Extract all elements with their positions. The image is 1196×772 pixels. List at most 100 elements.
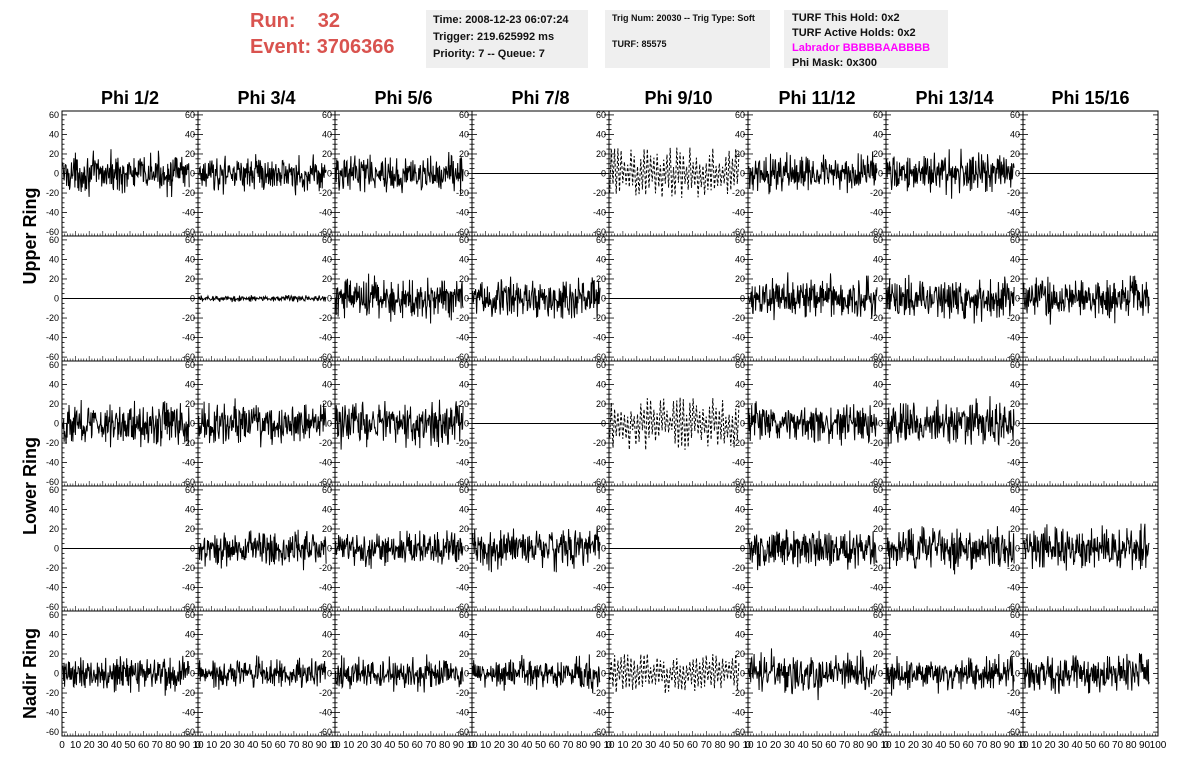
trigger-info-box: Trig Num: 20030 -- Trig Type: Soft TURF:… [605,10,770,68]
x-tick-label: 90 [179,740,191,751]
column-header-6: Phi 11/12 [778,88,855,108]
y-tick-label: 60 [49,110,59,120]
panel-r2-c2: 60 40 20 0 -20 -40 -60 [182,235,336,362]
y-tick-label: -40 [319,708,332,718]
y-tick-label: 40 [49,379,59,389]
y-tick-label: 0 [54,419,59,429]
y-tick-label: 60 [49,235,59,245]
y-tick-label: 20 [185,399,195,409]
y-tick-label: 20 [1010,649,1020,659]
panel-r3-c1: 60 40 20 0 -20 -40 -60 [46,360,199,487]
y-tick-label: 60 [596,110,606,120]
y-tick-label: 20 [49,274,59,284]
y-tick-label: -40 [1007,708,1020,718]
waveform-trace [198,154,327,196]
column-header-2: Phi 3/4 [237,88,295,108]
ring-label-3: Nadir Ring [20,628,40,719]
y-tick-label: -20 [319,688,332,698]
waveform-trace [472,276,601,319]
y-tick-label: -60 [182,227,195,237]
x-tick-label: 50 [535,740,547,751]
y-tick-label: -40 [870,708,883,718]
panel-r5-c4: 60 40 20 0 -20 -40 -60 [456,610,610,737]
y-tick-label: -60 [732,352,745,362]
y-tick-label: -40 [593,583,606,593]
y-tick-label: -20 [456,688,469,698]
y-tick-label: 40 [322,379,332,389]
y-tick-label: 60 [185,610,195,620]
y-tick-label: -60 [870,727,883,737]
waveform-trace [886,274,1015,324]
x-tick-label: 60 [687,740,699,751]
y-tick-label: 60 [459,360,469,370]
column-header-1: Phi 1/2 [101,88,159,108]
y-tick-label: 20 [596,399,606,409]
x-tick-label: 50 [811,740,823,751]
x-tick-label: 90 [867,740,879,751]
y-tick-label: -40 [456,708,469,718]
y-tick-label: 60 [49,360,59,370]
y-tick-label: -60 [1007,352,1020,362]
y-tick-label: 60 [596,610,606,620]
y-tick-label: 20 [49,149,59,159]
x-tick-label: 10 [466,740,478,751]
x-tick-label: 50 [673,740,685,751]
event-value: 3706366 [316,36,395,58]
waveform-trace [748,151,878,195]
y-tick-label: 40 [49,129,59,139]
y-tick-label: 20 [735,399,745,409]
waveform-trace [198,398,327,448]
y-tick-label: -20 [732,438,745,448]
x-tick-label: 90 [453,740,465,751]
panel-r4-c5: 60 40 20 0 -20 -40 -60 [593,485,749,612]
y-tick-label: -60 [46,727,59,737]
y-tick-label: -20 [593,438,606,448]
y-tick-label: 20 [459,149,469,159]
y-tick-label: 20 [596,274,606,284]
y-tick-label: 20 [49,524,59,534]
y-tick-label: -40 [732,708,745,718]
y-tick-label: 20 [459,274,469,284]
y-tick-label: -20 [732,688,745,698]
y-tick-label: 40 [596,379,606,389]
y-tick-label: -40 [46,208,59,218]
waveform-trace [886,396,1015,447]
waveform-trace [472,526,601,573]
x-tick-label: 10 [880,740,892,751]
panel-r5-c3: 60 40 20 0 -20 -40 -60 [319,610,473,737]
y-tick-label: 60 [459,110,469,120]
event-label: Event: [250,36,312,58]
x-tick-label: 0 [59,740,65,751]
y-tick-label: 40 [322,504,332,514]
y-tick-label: 0 [327,419,332,429]
y-tick-label: 0 [740,169,745,179]
y-tick-label: 60 [322,485,332,495]
phi-mask-text: Phi Mask: 0x300 [792,57,877,69]
y-tick-label: -60 [593,727,606,737]
panel-r4-c7: 60 40 20 0 -20 -40 -60 [870,485,1024,612]
y-tick-label: -40 [46,583,59,593]
y-tick-label: -60 [870,602,883,612]
y-tick-label: 20 [873,399,883,409]
waveform-trace [198,294,327,303]
y-tick-label: -40 [456,208,469,218]
y-tick-label: 60 [1010,235,1020,245]
y-tick-label: -20 [870,438,883,448]
y-tick-label: 0 [464,169,469,179]
x-tick-label: 90 [316,740,328,751]
y-tick-label: 40 [49,629,59,639]
column-header-5: Phi 9/10 [644,88,712,108]
y-tick-label: -40 [319,208,332,218]
y-tick-label: -20 [593,688,606,698]
y-tick-label: -60 [319,352,332,362]
y-tick-label: 20 [322,649,332,659]
y-tick-label: 40 [873,504,883,514]
y-tick-label: 60 [459,485,469,495]
y-tick-label: -20 [46,188,59,198]
x-tick-label: 60 [1098,740,1110,751]
x-tick-label: 20 [770,740,782,751]
y-tick-label: -40 [319,333,332,343]
waveform-trace [198,529,327,571]
x-tick-label: 40 [798,740,810,751]
y-tick-label: -40 [1007,458,1020,468]
